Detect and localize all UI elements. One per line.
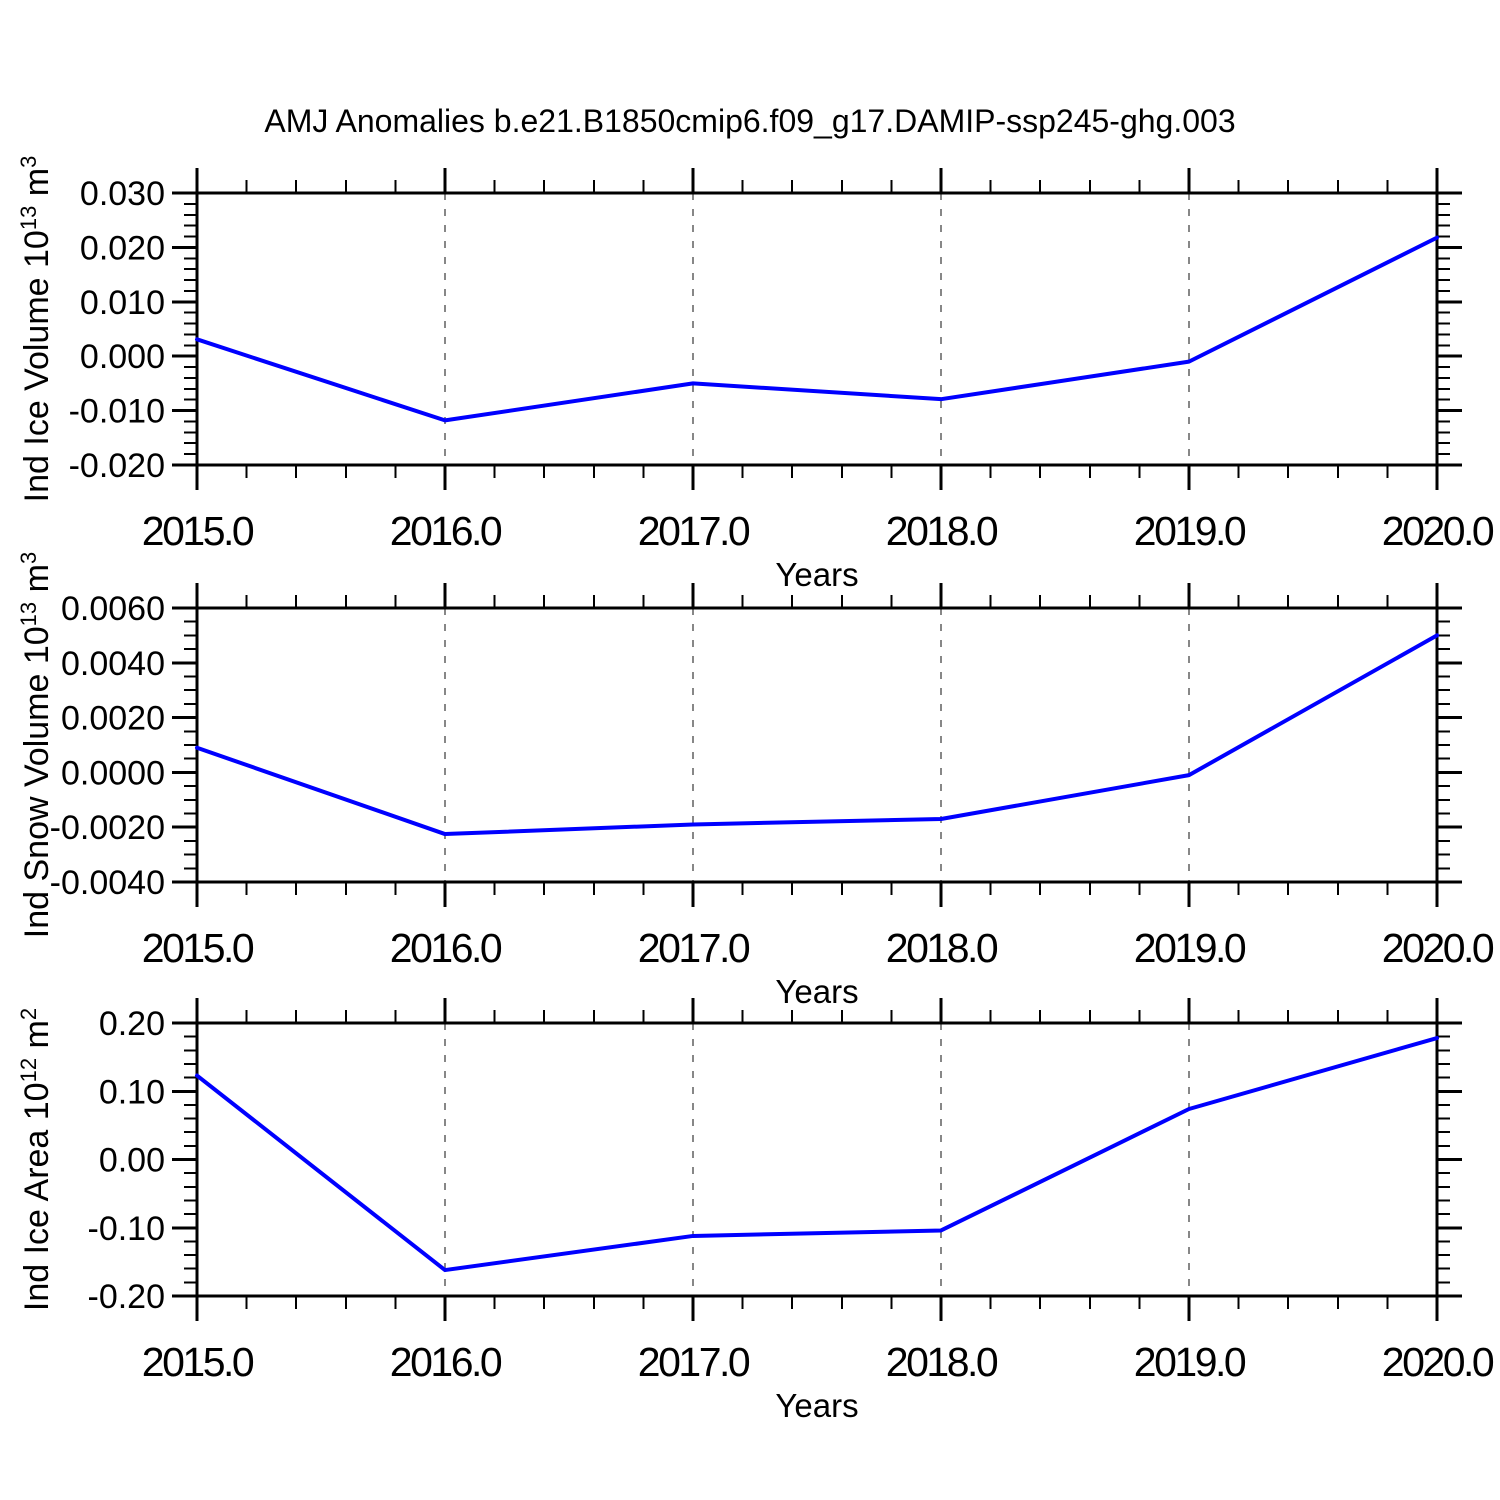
x-tick-label: 2018.0 — [886, 925, 998, 971]
x-tick-label: 2016.0 — [390, 925, 502, 971]
panel-1: 2015.0 2016.0 2017.0 2018.0 2019.0 2020.0 0.03… — [16, 156, 1496, 593]
x-tick-label: 2016.0 — [390, 508, 502, 554]
x-tick-label: 2019.0 — [1134, 1339, 1246, 1385]
y-axis-title: Ind Snow Volume 1013 m3 — [16, 552, 56, 938]
y-axis-title: Ind Ice Volume 1013 m3 — [16, 156, 56, 503]
y-tick-label: 0.0040 — [61, 645, 165, 683]
x-axis-title: Years — [775, 973, 858, 1010]
x-tick-label: 2020.0 — [1382, 508, 1494, 554]
y-tick-label: -0.20 — [88, 1278, 166, 1316]
x-tick-label: 2019.0 — [1134, 925, 1246, 971]
data-series-line — [195, 235, 1439, 423]
x-tick-label: 2019.0 — [1134, 508, 1246, 554]
y-tick-label: -0.020 — [69, 447, 165, 485]
x-tick-label: 2015.0 — [142, 1339, 254, 1385]
x-tick-label: 2016.0 — [390, 1339, 502, 1385]
x-tick-label: 2017.0 — [638, 508, 750, 554]
plot-frame — [195, 1021, 1439, 1298]
y-tick-label: 0.00 — [99, 1142, 165, 1180]
x-tick-label: 2018.0 — [886, 1339, 998, 1385]
y-tick-label: 0.20 — [99, 1005, 165, 1043]
x-tick-label: 2017.0 — [638, 1339, 750, 1385]
y-axis-title: Ind Ice Area 1012 m2 — [16, 1008, 56, 1311]
y-tick-label: 0.030 — [80, 175, 165, 213]
panel-2: 2015.0 2016.0 2017.0 2018.0 2019.0 2020.0 0.00… — [16, 552, 1496, 1010]
x-tick-label: 2018.0 — [886, 508, 998, 554]
data-series-line — [195, 633, 1439, 837]
y-tick-label: 0.10 — [99, 1073, 165, 1111]
x-axis-title: Years — [775, 556, 858, 593]
plot-frame — [195, 606, 1439, 884]
y-tick-label: -0.010 — [69, 393, 165, 431]
y-tick-label: 0.020 — [80, 229, 165, 267]
y-tick-label: 0.0060 — [61, 590, 165, 628]
y-tick-label: -0.0020 — [50, 809, 165, 847]
x-tick-label: 2017.0 — [638, 925, 750, 971]
chart-title: AMJ Anomalies b.e21.B1850cmip6.f09_g17.D… — [264, 103, 1236, 139]
x-tick-label: 2020.0 — [1382, 925, 1494, 971]
y-tick-label: -0.10 — [88, 1210, 166, 1248]
y-tick-label: 0.000 — [80, 338, 165, 376]
data-series-line — [195, 1036, 1439, 1273]
x-tick-label: 2020.0 — [1382, 1339, 1494, 1385]
x-tick-label: 2015.0 — [142, 508, 254, 554]
y-tick-label: 0.010 — [80, 284, 165, 322]
panel-3: 2015.0 2016.0 2017.0 2018.0 2019.0 2020.0 0.20… — [16, 998, 1496, 1424]
x-axis-title: Years — [775, 1387, 858, 1424]
x-tick-label: 2015.0 — [142, 925, 254, 971]
y-tick-label: 0.0020 — [61, 700, 165, 738]
y-tick-label: 0.0000 — [61, 754, 165, 792]
y-tick-label: -0.0040 — [50, 864, 165, 902]
plot-frame — [195, 191, 1439, 467]
